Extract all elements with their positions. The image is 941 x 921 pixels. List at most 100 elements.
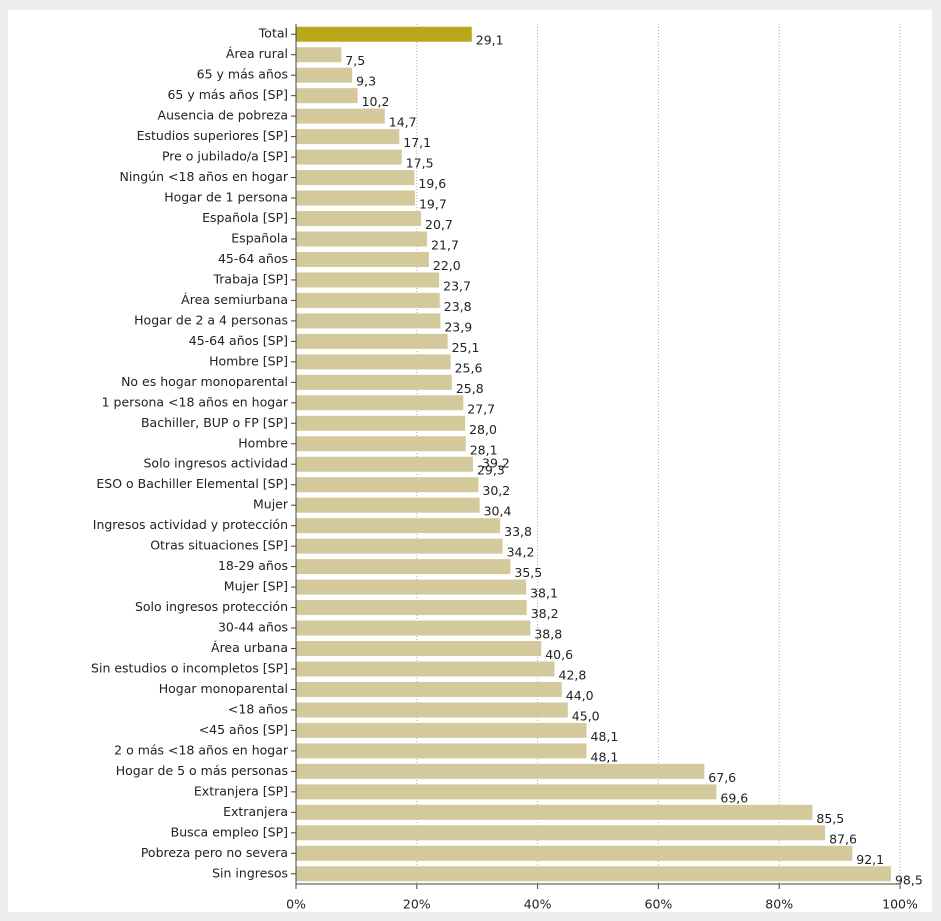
value-label: 42,8 [559, 668, 587, 683]
bar [296, 251, 429, 267]
bar [296, 620, 531, 636]
value-label: 33,8 [504, 524, 532, 539]
y-tick-label: 45-64 años [218, 251, 288, 266]
bar [296, 272, 440, 288]
bar [296, 804, 813, 820]
y-tick-label: Sin ingresos [212, 865, 288, 880]
bar [296, 26, 472, 42]
y-tick-label: Ningún <18 años en hogar [120, 169, 289, 184]
x-tick-label: 0% [286, 897, 306, 912]
x-tick-label: 100% [882, 897, 918, 912]
value-label: 28,0 [469, 422, 497, 437]
bar [296, 641, 542, 657]
value-label: 38,1 [530, 586, 558, 601]
y-tick-label: Área semiurbana [181, 292, 288, 307]
y-tick-label: Mujer [253, 497, 289, 512]
y-tick-label: Ausencia de pobreza [158, 108, 288, 123]
value-label: 23,8 [444, 299, 472, 314]
bar [296, 333, 448, 349]
y-tick-label: Hombre [SP] [209, 353, 288, 368]
y-tick-label: Mujer [SP] [224, 579, 288, 594]
y-tick-label: ESO o Bachiller Elemental [SP] [96, 476, 288, 491]
bar [296, 600, 527, 616]
value-label: 45,0 [572, 708, 600, 723]
value-label: 17,5 [406, 156, 434, 171]
bar [296, 518, 501, 534]
y-tick-label: Área urbana [211, 640, 288, 655]
y-tick-label: Hogar de 2 a 4 personas [134, 312, 288, 327]
value-label: 48,1 [591, 729, 619, 744]
bar [296, 108, 385, 124]
y-tick-label: Sin estudios o incompletos [SP] [91, 661, 288, 676]
y-tick-label: Otras situaciones [SP] [150, 538, 288, 553]
bar [296, 374, 452, 390]
value-label: 67,6 [708, 770, 736, 785]
value-label: 20,7 [425, 217, 453, 232]
value-label: 85,5 [816, 811, 844, 826]
y-tick-label: Extranjera [SP] [194, 783, 288, 798]
value-label: 17,1 [403, 135, 431, 150]
y-tick-label: Extranjera [223, 804, 288, 819]
bar [296, 763, 705, 779]
value-label: 19,7 [419, 197, 447, 212]
bar [296, 313, 441, 329]
y-tick-label: Área rural [226, 46, 288, 61]
y-tick-label: 45-64 años [SP] [189, 333, 288, 348]
bar [296, 722, 587, 738]
bar [296, 129, 400, 145]
bar [296, 211, 422, 227]
value-label: 7,5 [345, 53, 365, 68]
y-tick-label: <45 años [SP] [199, 722, 288, 737]
value-label: 87,6 [829, 831, 857, 846]
bar [296, 538, 503, 554]
bar [296, 477, 479, 493]
bar [296, 743, 587, 759]
value-label: 23,9 [444, 319, 472, 334]
value-label: 48,1 [591, 749, 619, 764]
x-tick-label: 80% [765, 897, 793, 912]
x-tick-label: 40% [524, 897, 552, 912]
bar [296, 456, 473, 472]
value-label: 22,0 [433, 258, 461, 273]
value-label: 38,8 [534, 627, 562, 642]
value-label: 38,2 [531, 606, 559, 621]
y-tick-label: Española [231, 231, 288, 246]
value-label: 40,6 [545, 647, 573, 662]
value-label: 23,7 [443, 278, 471, 293]
y-tick-label: Solo ingresos protección [135, 599, 288, 614]
value-label: 29,1 [476, 33, 504, 48]
value-label: 25,1 [452, 340, 480, 355]
bar [296, 47, 342, 63]
y-tick-label: 65 y más años [197, 67, 288, 82]
value-label: 34,2 [507, 545, 535, 560]
bar [296, 149, 402, 165]
value-label: 21,7 [431, 238, 459, 253]
y-tick-label: No es hogar monoparental [121, 374, 288, 389]
bar [296, 67, 353, 83]
y-tick-label: Bachiller, BUP o FP [SP] [141, 415, 288, 430]
bar [296, 579, 527, 595]
y-tick-label: 65 y más años [SP] [167, 87, 288, 102]
bar [296, 559, 511, 575]
value-label: 69,6 [720, 790, 748, 805]
value-label: 14,7 [389, 115, 417, 130]
value-label: 27,7 [467, 401, 495, 416]
annotation: 39,2 [482, 456, 510, 471]
value-label: 35,5 [514, 565, 542, 580]
y-tick-label: Hogar de 5 o más personas [116, 763, 288, 778]
value-label: 30,4 [484, 504, 512, 519]
y-tick-label: 2 o más <18 años en hogar [114, 742, 289, 757]
bar [296, 681, 562, 697]
bar [296, 825, 826, 841]
bar [296, 866, 891, 882]
bar [296, 415, 466, 431]
bar [296, 436, 466, 452]
bar [296, 292, 440, 308]
bar [296, 845, 853, 861]
x-tick-label: 20% [403, 897, 431, 912]
bar [296, 88, 358, 104]
value-label: 9,3 [356, 74, 376, 89]
y-tick-label: Trabaja [SP] [212, 271, 288, 286]
